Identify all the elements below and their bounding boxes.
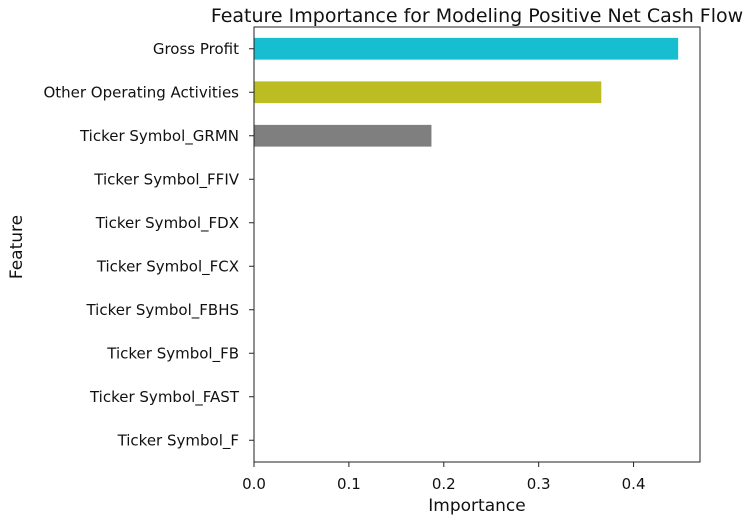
y-tick-label-0: Gross Profit xyxy=(153,40,239,58)
y-tick-label-7: Ticker Symbol_FB xyxy=(106,344,239,363)
x-tick-label-3: 0.3 xyxy=(527,475,551,493)
x-tick-label-1: 0.1 xyxy=(337,475,361,493)
y-tick-label-1: Other Operating Activities xyxy=(43,83,239,101)
x-tick-label-0: 0.0 xyxy=(242,475,266,493)
y-tick-label-4: Ticker Symbol_FDX xyxy=(95,214,239,233)
bar-0 xyxy=(254,37,679,60)
y-tick-label-8: Ticker Symbol_FAST xyxy=(89,388,240,407)
x-axis-ticks: 0.0 0.1 0.2 0.3 0.4 xyxy=(242,462,646,493)
y-axis-ticks: Gross Profit Other Operating Activities Ti… xyxy=(43,40,254,450)
y-tick-label-9: Ticker Symbol_F xyxy=(117,431,239,450)
x-tick-label-4: 0.4 xyxy=(622,475,646,493)
bar-1 xyxy=(254,81,602,104)
plot-frame xyxy=(253,26,701,463)
y-tick-label-3: Ticker Symbol_FFIV xyxy=(93,170,239,189)
x-tick-label-2: 0.2 xyxy=(432,475,456,493)
x-axis-label: Importance xyxy=(428,496,525,516)
y-tick-label-6: Ticker Symbol_FBHS xyxy=(85,301,239,320)
bar-group xyxy=(254,37,679,147)
y-axis-label: Feature xyxy=(7,215,27,279)
bar-2 xyxy=(254,124,432,147)
chart-title: Feature Importance for Modeling Positive… xyxy=(211,5,743,27)
y-tick-label-2: Ticker Symbol_GRMN xyxy=(79,127,239,146)
y-tick-label-5: Ticker Symbol_FCX xyxy=(96,257,239,276)
